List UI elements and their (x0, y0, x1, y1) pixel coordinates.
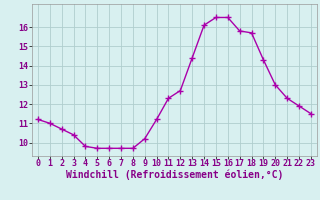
X-axis label: Windchill (Refroidissement éolien,°C): Windchill (Refroidissement éolien,°C) (66, 169, 283, 180)
